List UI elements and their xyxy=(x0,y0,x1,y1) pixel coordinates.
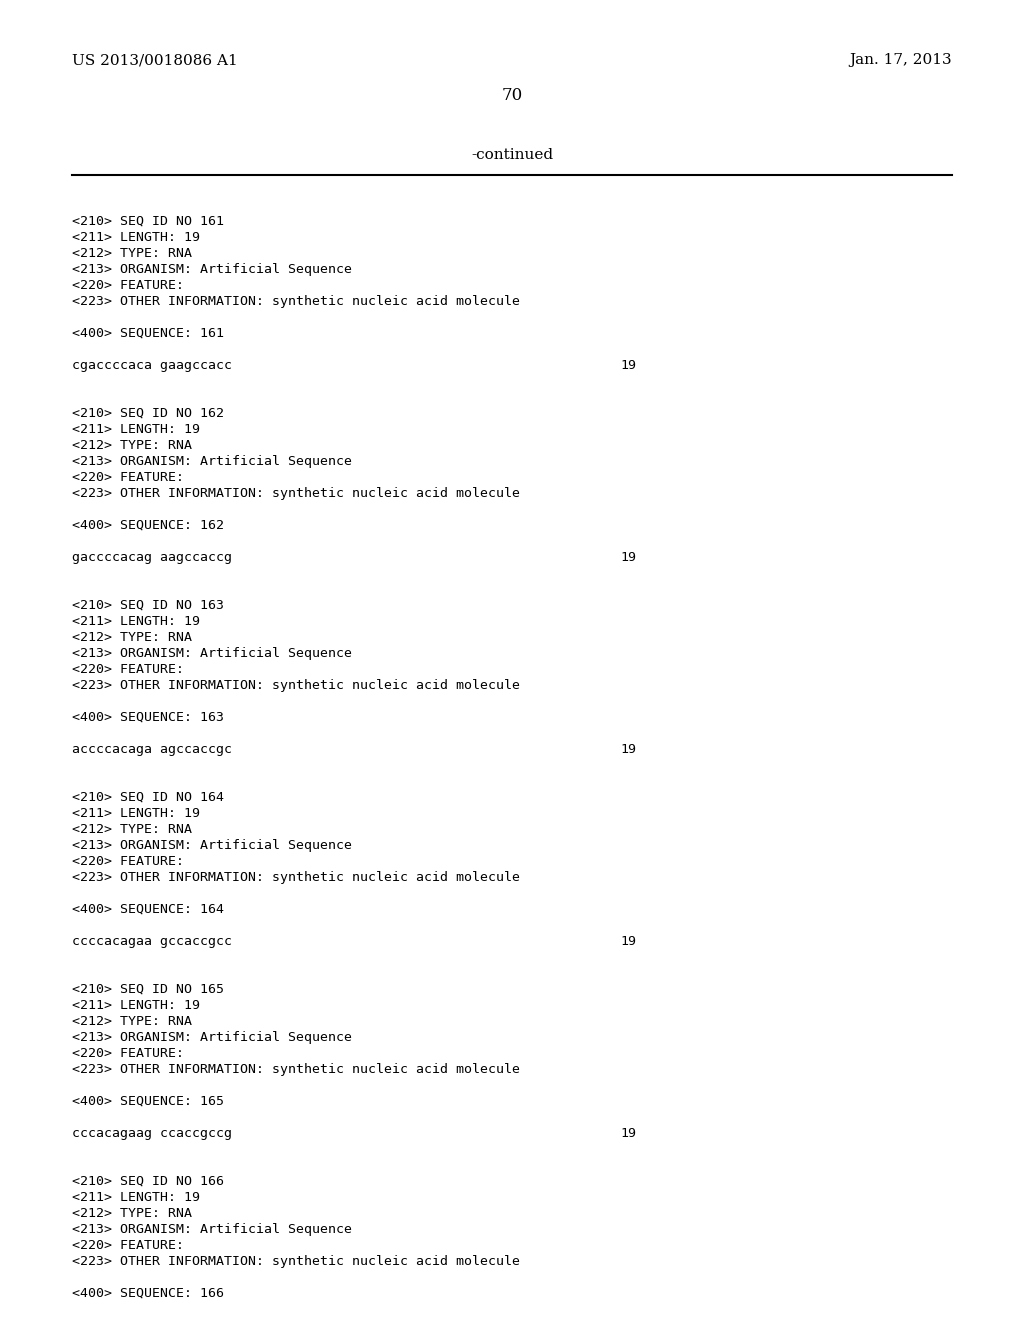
Text: <223> OTHER INFORMATION: synthetic nucleic acid molecule: <223> OTHER INFORMATION: synthetic nucle… xyxy=(72,1063,520,1076)
Text: <213> ORGANISM: Artificial Sequence: <213> ORGANISM: Artificial Sequence xyxy=(72,647,352,660)
Text: accccacaga agccaccgc: accccacaga agccaccgc xyxy=(72,743,232,756)
Text: US 2013/0018086 A1: US 2013/0018086 A1 xyxy=(72,53,238,67)
Text: <220> FEATURE:: <220> FEATURE: xyxy=(72,1239,184,1251)
Text: <400> SEQUENCE: 166: <400> SEQUENCE: 166 xyxy=(72,1287,224,1300)
Text: <223> OTHER INFORMATION: synthetic nucleic acid molecule: <223> OTHER INFORMATION: synthetic nucle… xyxy=(72,1255,520,1269)
Text: <220> FEATURE:: <220> FEATURE: xyxy=(72,279,184,292)
Text: ccccacagaa gccaccgcc: ccccacagaa gccaccgcc xyxy=(72,935,232,948)
Text: <400> SEQUENCE: 162: <400> SEQUENCE: 162 xyxy=(72,519,224,532)
Text: <220> FEATURE:: <220> FEATURE: xyxy=(72,471,184,484)
Text: <400> SEQUENCE: 165: <400> SEQUENCE: 165 xyxy=(72,1096,224,1107)
Text: <223> OTHER INFORMATION: synthetic nucleic acid molecule: <223> OTHER INFORMATION: synthetic nucle… xyxy=(72,678,520,692)
Text: <213> ORGANISM: Artificial Sequence: <213> ORGANISM: Artificial Sequence xyxy=(72,1031,352,1044)
Text: <211> LENGTH: 19: <211> LENGTH: 19 xyxy=(72,807,200,820)
Text: <210> SEQ ID NO 163: <210> SEQ ID NO 163 xyxy=(72,599,224,612)
Text: <223> OTHER INFORMATION: synthetic nucleic acid molecule: <223> OTHER INFORMATION: synthetic nucle… xyxy=(72,487,520,500)
Text: <212> TYPE: RNA: <212> TYPE: RNA xyxy=(72,440,193,451)
Text: <400> SEQUENCE: 161: <400> SEQUENCE: 161 xyxy=(72,327,224,341)
Text: <220> FEATURE:: <220> FEATURE: xyxy=(72,663,184,676)
Text: <210> SEQ ID NO 165: <210> SEQ ID NO 165 xyxy=(72,983,224,997)
Text: cccacagaag ccaccgccg: cccacagaag ccaccgccg xyxy=(72,1127,232,1140)
Text: Jan. 17, 2013: Jan. 17, 2013 xyxy=(849,53,952,67)
Text: <212> TYPE: RNA: <212> TYPE: RNA xyxy=(72,247,193,260)
Text: <210> SEQ ID NO 166: <210> SEQ ID NO 166 xyxy=(72,1175,224,1188)
Text: 19: 19 xyxy=(620,359,636,372)
Text: <211> LENGTH: 19: <211> LENGTH: 19 xyxy=(72,422,200,436)
Text: 19: 19 xyxy=(620,935,636,948)
Text: <212> TYPE: RNA: <212> TYPE: RNA xyxy=(72,631,193,644)
Text: 70: 70 xyxy=(502,87,522,103)
Text: <211> LENGTH: 19: <211> LENGTH: 19 xyxy=(72,615,200,628)
Text: <220> FEATURE:: <220> FEATURE: xyxy=(72,1047,184,1060)
Text: <210> SEQ ID NO 164: <210> SEQ ID NO 164 xyxy=(72,791,224,804)
Text: <213> ORGANISM: Artificial Sequence: <213> ORGANISM: Artificial Sequence xyxy=(72,263,352,276)
Text: cgaccccaca gaagccacc: cgaccccaca gaagccacc xyxy=(72,359,232,372)
Text: <211> LENGTH: 19: <211> LENGTH: 19 xyxy=(72,231,200,244)
Text: <210> SEQ ID NO 162: <210> SEQ ID NO 162 xyxy=(72,407,224,420)
Text: <213> ORGANISM: Artificial Sequence: <213> ORGANISM: Artificial Sequence xyxy=(72,455,352,469)
Text: <212> TYPE: RNA: <212> TYPE: RNA xyxy=(72,1206,193,1220)
Text: <400> SEQUENCE: 164: <400> SEQUENCE: 164 xyxy=(72,903,224,916)
Text: 19: 19 xyxy=(620,743,636,756)
Text: <223> OTHER INFORMATION: synthetic nucleic acid molecule: <223> OTHER INFORMATION: synthetic nucle… xyxy=(72,294,520,308)
Text: 19: 19 xyxy=(620,550,636,564)
Text: gaccccacag aagccaccg: gaccccacag aagccaccg xyxy=(72,550,232,564)
Text: 19: 19 xyxy=(620,1127,636,1140)
Text: <210> SEQ ID NO 161: <210> SEQ ID NO 161 xyxy=(72,215,224,228)
Text: <211> LENGTH: 19: <211> LENGTH: 19 xyxy=(72,999,200,1012)
Text: <212> TYPE: RNA: <212> TYPE: RNA xyxy=(72,822,193,836)
Text: -continued: -continued xyxy=(471,148,553,162)
Text: <400> SEQUENCE: 163: <400> SEQUENCE: 163 xyxy=(72,711,224,723)
Text: <223> OTHER INFORMATION: synthetic nucleic acid molecule: <223> OTHER INFORMATION: synthetic nucle… xyxy=(72,871,520,884)
Text: <212> TYPE: RNA: <212> TYPE: RNA xyxy=(72,1015,193,1028)
Text: <211> LENGTH: 19: <211> LENGTH: 19 xyxy=(72,1191,200,1204)
Text: <220> FEATURE:: <220> FEATURE: xyxy=(72,855,184,869)
Text: <213> ORGANISM: Artificial Sequence: <213> ORGANISM: Artificial Sequence xyxy=(72,1224,352,1236)
Text: <213> ORGANISM: Artificial Sequence: <213> ORGANISM: Artificial Sequence xyxy=(72,840,352,851)
